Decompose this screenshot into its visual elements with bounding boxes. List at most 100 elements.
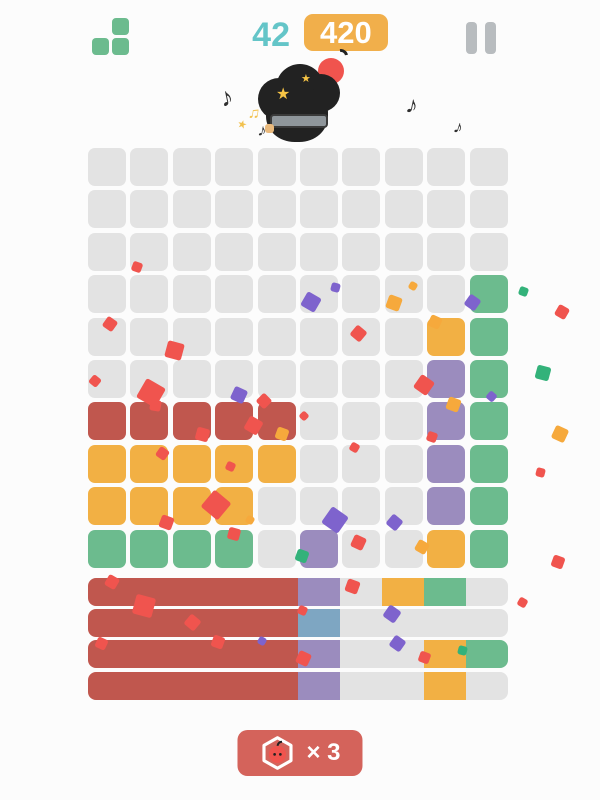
grid-cell[interactable] — [257, 317, 296, 356]
grid-cell[interactable] — [257, 444, 296, 483]
grid-cell[interactable] — [130, 529, 169, 568]
grid-cell[interactable] — [384, 148, 423, 186]
grid-cell[interactable] — [215, 487, 254, 526]
grid-cell[interactable] — [130, 232, 169, 271]
grid-cell[interactable] — [342, 359, 381, 398]
grid-cell[interactable] — [384, 444, 423, 483]
grid-cell[interactable] — [130, 275, 169, 314]
grid-cell[interactable] — [384, 275, 423, 314]
grid-cell[interactable] — [88, 359, 126, 398]
grid-cell[interactable] — [342, 317, 381, 356]
grid-cell[interactable] — [88, 402, 126, 441]
grid-cell[interactable] — [215, 402, 254, 441]
grid-cell[interactable] — [384, 487, 423, 526]
grid-cell[interactable] — [469, 359, 508, 398]
grid-cell[interactable] — [299, 402, 338, 441]
grid-cell[interactable] — [172, 402, 211, 441]
grid-cell[interactable] — [427, 402, 466, 441]
grid-cell[interactable] — [88, 487, 126, 526]
grid-cell[interactable] — [384, 359, 423, 398]
grid-cell[interactable] — [172, 232, 211, 271]
grid-cell[interactable] — [299, 359, 338, 398]
grid-cell[interactable] — [469, 402, 508, 441]
grid-cell[interactable] — [172, 190, 211, 229]
grid-cell[interactable] — [427, 232, 466, 271]
grid-cell[interactable] — [257, 529, 296, 568]
grid-cell[interactable] — [342, 529, 381, 568]
next-piece-preview[interactable] — [92, 18, 129, 55]
grid-cell[interactable] — [469, 487, 508, 526]
grid-cell[interactable] — [172, 444, 211, 483]
grid-cell[interactable] — [257, 275, 296, 314]
pause-button[interactable] — [462, 18, 500, 58]
grid-cell[interactable] — [215, 275, 254, 314]
grid-cell[interactable] — [88, 190, 126, 229]
grid-cell[interactable] — [88, 148, 126, 186]
grid-cell[interactable] — [384, 232, 423, 271]
grid-cell[interactable] — [257, 487, 296, 526]
grid-cell[interactable] — [257, 190, 296, 229]
grid-cell[interactable] — [342, 402, 381, 441]
grid-cell[interactable] — [342, 190, 381, 229]
grid-cell[interactable] — [342, 232, 381, 271]
grid-cell[interactable] — [215, 317, 254, 356]
grid-cell[interactable] — [469, 317, 508, 356]
grid-cell[interactable] — [130, 148, 169, 186]
grid-cell[interactable] — [257, 359, 296, 398]
grid-cell[interactable] — [469, 232, 508, 271]
grid-cell[interactable] — [172, 317, 211, 356]
grid-cell[interactable] — [299, 444, 338, 483]
grid-cell[interactable] — [469, 444, 508, 483]
grid-cell[interactable] — [342, 444, 381, 483]
grid-cell[interactable] — [88, 232, 126, 271]
grid-cell[interactable] — [215, 529, 254, 568]
grid-cell[interactable] — [215, 359, 254, 398]
grid-cell[interactable] — [469, 275, 508, 314]
grid-cell[interactable] — [469, 190, 508, 229]
grid-cell[interactable] — [88, 317, 126, 356]
grid-cell[interactable] — [172, 148, 211, 186]
grid-cell[interactable] — [427, 444, 466, 483]
grid-cell[interactable] — [469, 148, 508, 186]
grid-cell[interactable] — [172, 275, 211, 314]
grid-cell[interactable] — [172, 487, 211, 526]
grid-cell[interactable] — [215, 444, 254, 483]
grid-cell[interactable] — [88, 444, 126, 483]
grid-cell[interactable] — [427, 190, 466, 229]
grid-cell[interactable] — [88, 275, 126, 314]
grid-cell[interactable] — [299, 487, 338, 526]
grid-cell[interactable] — [88, 529, 126, 568]
grid-cell[interactable] — [427, 359, 466, 398]
grid-cell[interactable] — [342, 148, 381, 186]
grid-cell[interactable] — [342, 275, 381, 314]
bomb-powerup-button[interactable]: × 3 — [237, 730, 363, 776]
grid-cell[interactable] — [427, 529, 466, 568]
grid-cell[interactable] — [130, 317, 169, 356]
grid-cell[interactable] — [130, 190, 169, 229]
grid-cell[interactable] — [130, 444, 169, 483]
grid-cell[interactable] — [130, 487, 169, 526]
grid-cell[interactable] — [384, 402, 423, 441]
grid-cell[interactable] — [257, 232, 296, 271]
grid-cell[interactable] — [384, 190, 423, 229]
grid-cell[interactable] — [427, 148, 466, 186]
grid-cell[interactable] — [215, 148, 254, 186]
grid-cell[interactable] — [469, 529, 508, 568]
grid-cell[interactable] — [299, 275, 338, 314]
grid-cell[interactable] — [384, 529, 423, 568]
grid-cell[interactable] — [257, 148, 296, 186]
grid-cell[interactable] — [172, 529, 211, 568]
grid-cell[interactable] — [299, 148, 338, 186]
grid-cell[interactable] — [172, 359, 211, 398]
grid-cell[interactable] — [299, 232, 338, 271]
grid-cell[interactable] — [342, 487, 381, 526]
grid-cell[interactable] — [384, 317, 423, 356]
grid-cell[interactable] — [130, 359, 169, 398]
grid-cell[interactable] — [130, 402, 169, 441]
grid-cell[interactable] — [299, 529, 338, 568]
grid-cell[interactable] — [299, 317, 338, 356]
grid-cell[interactable] — [427, 275, 466, 314]
grid-cell[interactable] — [215, 190, 254, 229]
grid-cell[interactable] — [215, 232, 254, 271]
grid-cell[interactable] — [427, 317, 466, 356]
